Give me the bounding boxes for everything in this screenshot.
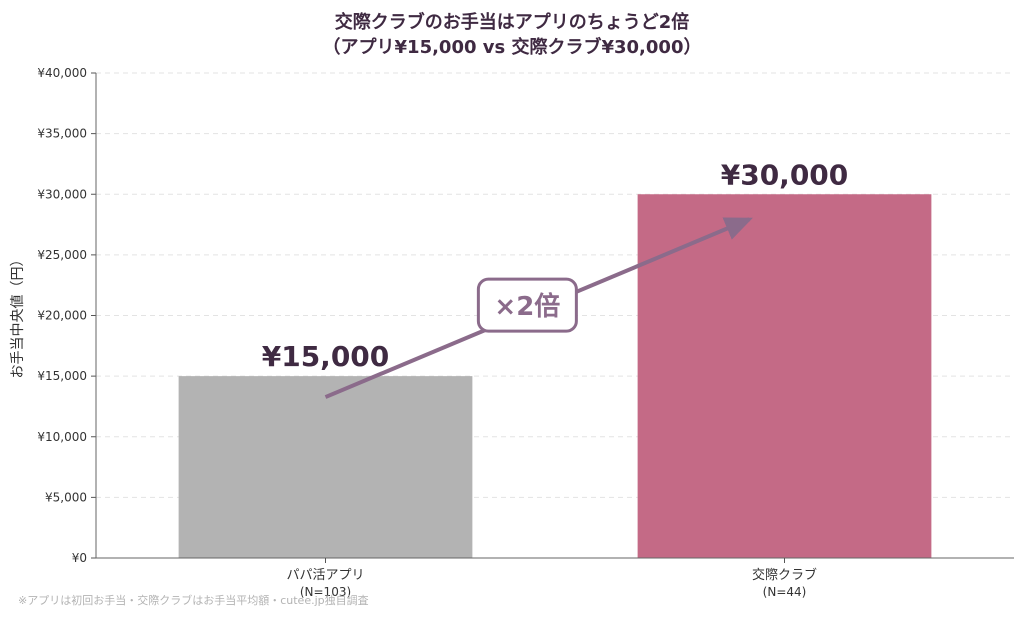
y-tick-label: ¥30,000 [37, 187, 87, 201]
chart-title-line-2: （アプリ¥15,000 vs 交際クラブ¥30,000） [322, 37, 702, 58]
bar [637, 194, 932, 558]
y-axis-label: お手当中央値（円） [10, 253, 26, 379]
footnote: ※アプリは初回お手当・交際クラブはお手当平均額・cutee.jp独自調査 [18, 594, 369, 607]
bars [178, 194, 932, 558]
y-tick-label: ¥10,000 [37, 430, 87, 444]
data-label: ¥15,000 [262, 340, 390, 373]
x-tick-sublabel: (N=103) [300, 585, 351, 599]
data-label: ¥30,000 [721, 158, 849, 191]
bar [178, 376, 473, 558]
x-tick-label: パパ活アプリ [286, 568, 364, 583]
axes: ¥0 ¥5,000 ¥10,000 ¥15,000 ¥20,000 ¥25,000 ¥30,… [10, 66, 1014, 565]
x-tick-label: 交際クラブ [752, 567, 817, 583]
y-tick-label: ¥15,000 [37, 369, 87, 383]
multiplier-label: ×2倍 [494, 291, 560, 322]
y-tick-label: ¥40,000 [37, 66, 87, 80]
y-tick-label: ¥20,000 [37, 309, 87, 323]
chart-title-line-1: 交際クラブのお手当はアプリのちょうど2倍 [334, 12, 690, 33]
y-tick-label: ¥25,000 [37, 248, 87, 262]
x-tick-sublabel: (N=44) [763, 585, 807, 599]
y-tick-label: ¥0 [72, 551, 87, 565]
y-tick-label: ¥35,000 [37, 127, 87, 141]
labels: パパ活アプリ (N=103) ¥15,000 交際クラブ (N=44) ¥30,000 [262, 158, 849, 599]
multiplier-badge [476, 277, 578, 333]
y-tick-label: ¥5,000 [45, 490, 87, 504]
annotation: ×2倍 [324, 217, 753, 399]
